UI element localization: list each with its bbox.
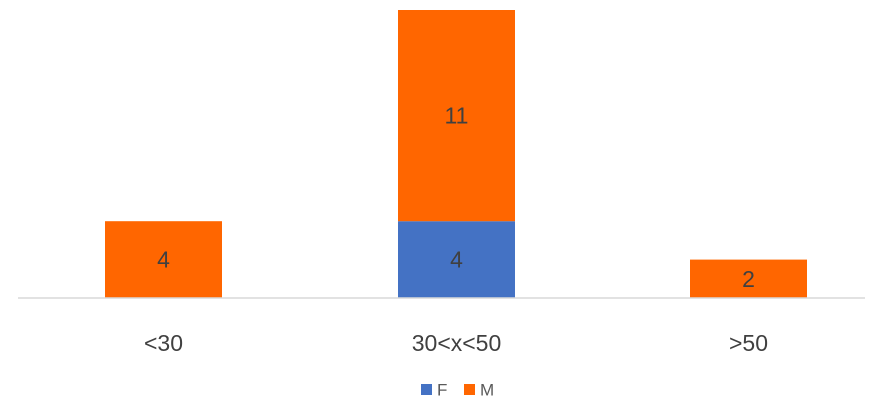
x-tick-label-0: <30 <box>144 330 183 356</box>
x-axis-ticks: <30 30<x<50 >50 <box>144 330 768 356</box>
bar-f-1 <box>398 221 515 298</box>
bar-m-0 <box>105 221 222 298</box>
x-tick-label-1: 30<x<50 <box>412 330 502 356</box>
data-label-m-0: 4 <box>157 247 170 273</box>
legend-label-f: F <box>437 381 447 400</box>
bar-m-1 <box>398 10 515 222</box>
data-label-m-1: 11 <box>445 103 469 129</box>
legend-swatch-f <box>421 384 432 395</box>
data-label-f-1: 4 <box>450 247 463 273</box>
bars-group: 4 4 11 2 <box>105 10 807 298</box>
data-label-m-2: 2 <box>742 266 755 292</box>
legend-label-m: M <box>480 381 494 400</box>
x-tick-label-2: >50 <box>729 330 768 356</box>
bar-m-2 <box>690 259 807 298</box>
legend-swatch-m <box>464 384 475 395</box>
